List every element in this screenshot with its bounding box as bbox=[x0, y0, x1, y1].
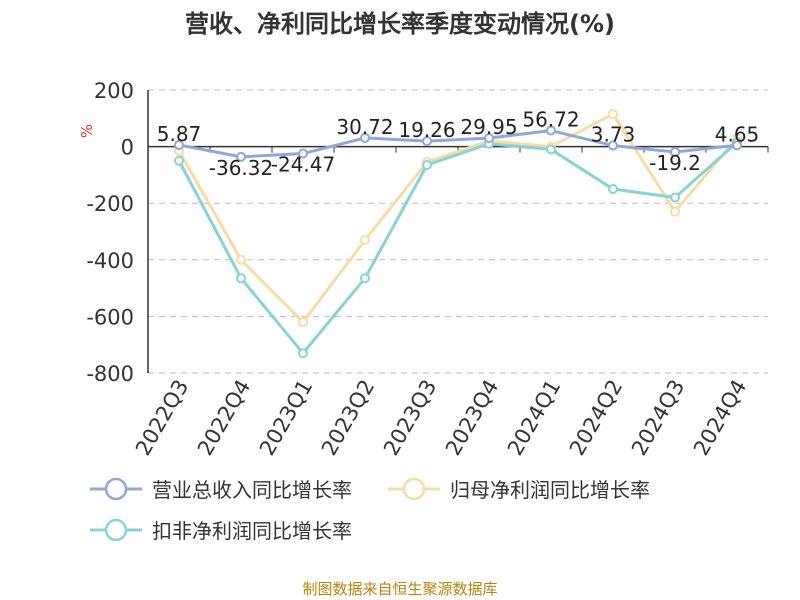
series-line bbox=[177, 141, 738, 355]
data-point bbox=[360, 132, 370, 143]
y-tick-label: 200 bbox=[94, 79, 134, 103]
data-label: 29.95 bbox=[460, 115, 517, 139]
data-point bbox=[298, 348, 308, 359]
x-tick-label: 2023Q3 bbox=[379, 376, 441, 460]
data-point bbox=[236, 254, 246, 265]
data-point bbox=[360, 234, 370, 245]
data-point bbox=[422, 159, 432, 170]
data-label: -19.2 bbox=[649, 151, 701, 175]
data-point bbox=[670, 147, 680, 158]
x-tick-label: 2022Q3 bbox=[131, 376, 193, 460]
legend-label: 扣非净利润同比增长率 bbox=[152, 519, 352, 543]
y-tick-label: -400 bbox=[86, 249, 134, 273]
data-point bbox=[174, 155, 184, 166]
data-label: -24.47 bbox=[271, 153, 335, 177]
legend-label: 营业总收入同比增长率 bbox=[152, 478, 352, 502]
data-label: 4.65 bbox=[715, 122, 760, 146]
data-point bbox=[298, 317, 308, 328]
data-point bbox=[422, 136, 432, 147]
data-point bbox=[484, 133, 494, 144]
data-point bbox=[174, 139, 184, 150]
y-tick-label: -800 bbox=[86, 362, 134, 386]
chart-title: 营收、净利同比增长率季度变动情况(%) bbox=[185, 10, 615, 38]
data-point bbox=[670, 206, 680, 217]
x-tick-label: 2024Q1 bbox=[503, 376, 565, 460]
data-point bbox=[546, 144, 556, 155]
data-point bbox=[608, 140, 618, 151]
x-tick-label: 2024Q3 bbox=[627, 376, 689, 460]
x-tick-label: 2023Q4 bbox=[441, 376, 503, 460]
data-point bbox=[298, 148, 308, 159]
data-point bbox=[732, 140, 742, 151]
legend-swatch bbox=[90, 477, 142, 500]
y-axis-label: % bbox=[78, 124, 96, 138]
data-point bbox=[360, 273, 370, 284]
data-label: 30.72 bbox=[336, 115, 393, 139]
data-label: 19.26 bbox=[398, 118, 455, 142]
x-tick-label: 2023Q2 bbox=[317, 376, 379, 460]
x-tick-label: 2024Q4 bbox=[689, 376, 751, 460]
data-point bbox=[608, 109, 618, 120]
data-point bbox=[670, 192, 680, 203]
y-tick-label: -200 bbox=[86, 192, 134, 216]
x-tick-label: 2023Q1 bbox=[255, 376, 317, 460]
data-label: 5.87 bbox=[157, 122, 202, 146]
legend-item[interactable]: 扣非净利润同比增长率 bbox=[88, 515, 352, 544]
data-point bbox=[236, 151, 246, 162]
x-tick-label: 2022Q4 bbox=[193, 376, 255, 460]
data-label: 56.72 bbox=[522, 108, 579, 132]
legend-label: 归母净利润同比增长率 bbox=[450, 478, 650, 502]
x-tick-label: 2024Q2 bbox=[565, 376, 627, 460]
series-line bbox=[177, 112, 739, 324]
source-note: 制图数据来自恒生聚源数据库 bbox=[302, 580, 498, 598]
data-point bbox=[608, 184, 618, 195]
legend-swatch bbox=[388, 477, 440, 500]
legend: 营业总收入同比增长率 归母净利润同比增长率扣非净利润同比增长率 bbox=[88, 474, 768, 556]
data-point bbox=[546, 125, 556, 136]
data-label: 3.73 bbox=[591, 123, 636, 147]
data-label: -36.32 bbox=[209, 156, 273, 180]
legend-item[interactable]: 归母净利润同比增长率 bbox=[386, 474, 650, 503]
series-line bbox=[178, 129, 738, 159]
legend-swatch bbox=[90, 518, 142, 541]
data-point bbox=[236, 273, 246, 284]
y-tick-label: 0 bbox=[121, 136, 134, 160]
y-tick-label: -600 bbox=[86, 305, 134, 329]
legend-item[interactable]: 营业总收入同比增长率 bbox=[88, 474, 352, 503]
